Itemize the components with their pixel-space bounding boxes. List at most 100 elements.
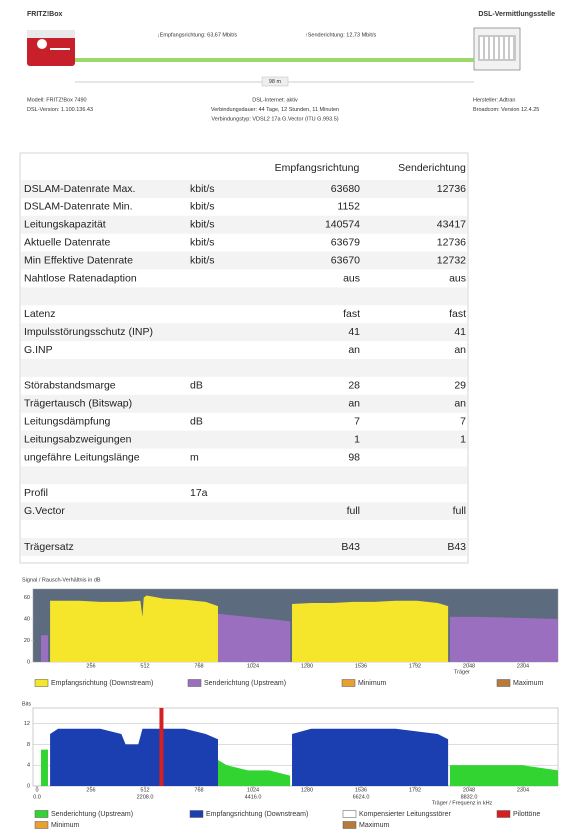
length-label: 98 m [269,79,282,85]
x-tick-label: 0 [35,787,38,793]
x-tick-label: 2048 [463,787,475,793]
legend-swatch [187,679,202,687]
cell-down: an [348,398,360,410]
y-tick-label: 0 [27,659,30,665]
y-tick-label: 0 [27,783,30,789]
row-label: Profil [24,487,48,499]
row-label: Impulsstörungsschutz (INP) [24,326,153,338]
x-axis-label: Träger [454,669,470,675]
info-text: DSL-Version: 1.100.136.43 [27,107,93,113]
info-text: Modell: FRITZ!Box 7490 [27,97,87,103]
cell-up: 29 [454,380,466,392]
dslam-title: DSL-Vermittlungsstelle [478,11,555,18]
legend-label: Pilottöne [513,811,540,818]
legend-label: Empfangsrichtung (Downstream) [206,811,308,818]
cell-up: 7 [460,415,466,427]
spectrum-area [41,749,48,786]
legend-swatch [34,810,49,818]
x-tick-label: 1536 [355,663,367,669]
x-axis-label: Träger / Frequenz in kHz [432,800,493,806]
cell-down: 98 [348,451,360,463]
cell-up: 12736 [437,236,466,248]
row-label: Min Effektive Datenrate [24,254,133,266]
row-band [21,251,467,270]
row-unit: kbit/s [190,219,215,231]
down-rate: ↓Empfangsrichtung: 63,67 Mbit/s [157,32,237,38]
legend-label: Empfangsrichtung (Downstream) [51,680,153,687]
y-tick-label: 20 [24,638,30,644]
x-tick-label: 768 [194,663,203,669]
cell-down: 63670 [331,254,360,266]
cell-down: 140574 [325,219,360,231]
cell-down: B43 [341,541,360,553]
cell-up: B43 [447,541,466,553]
x-tick-label: 1280 [301,663,313,669]
row-label: Latenz [24,308,56,320]
info-text: DSL-Internet: aktiv [252,97,298,103]
row-band [21,430,467,449]
x-tick-label: 256 [86,787,95,793]
row-band [21,502,467,521]
legend-swatch [34,821,49,829]
row-unit: kbit/s [190,254,215,266]
info-text: Broadcom: Version 12.4.25 [473,107,539,113]
y-tick-label: 12 [24,721,30,727]
row-unit: kbit/s [190,236,215,248]
x-tick-label: 1024 [247,787,259,793]
fritzbox-title: FRITZ!Box [27,11,62,18]
column-header: Senderichtung [398,162,466,174]
row-unit: kbit/s [190,201,215,213]
x-tick-label: 1792 [409,787,421,793]
chart-title: Bits [22,701,31,707]
row-label: G.Vector [24,505,65,517]
pilot-tone [159,708,164,786]
spectrum-area [50,728,218,786]
legend-swatch [341,679,356,687]
row-label: Nahtlose Ratenadaption [24,272,137,284]
row-band [21,466,467,485]
row-unit: kbit/s [190,183,215,195]
cell-down: 63679 [331,236,360,248]
legend-swatch [189,810,204,818]
y-tick-label: 8 [27,742,30,748]
x-tick-label: 2048 [463,663,475,669]
x-tick-label: 2304 [517,663,529,669]
spectrum-area [450,616,558,662]
info-text: Verbindungstyp: VDSL2 17a G.Vector (ITU … [211,116,338,122]
cell-up: an [454,398,466,410]
x-tick-label: 512 [140,663,149,669]
x-tick-label: 256 [86,663,95,669]
row-label: Störabstandsmarge [24,380,116,392]
legend-swatch [342,810,357,818]
legend-label: Maximum [513,680,544,687]
row-band [21,287,467,306]
x-tick-label: 1024 [247,663,259,669]
cell-down: 1152 [337,201,360,213]
row-label: DSLAM-Datenrate Max. [24,183,135,195]
row-unit: m [190,451,199,463]
cell-down: 1 [354,433,360,445]
cell-up: 41 [454,326,466,338]
chart-title: Signal / Rausch-Verhältnis in dB [22,577,101,583]
legend-swatch [34,679,49,687]
cell-up: 43417 [437,219,466,231]
y-tick-label: 40 [24,617,30,623]
table-frame [19,152,469,564]
x-tick-label: 2304 [517,787,529,793]
row-unit: dB [190,380,203,392]
legend-label: Senderichtung (Upstream) [204,680,286,687]
row-label: DSLAM-Datenrate Min. [24,201,133,213]
cell-down: an [348,344,360,356]
spectrum-area [41,635,48,662]
x-tick-label: 768 [194,787,203,793]
legend-label: Minimum [51,822,80,829]
legend-swatch [342,821,357,829]
cell-down: aus [343,272,360,284]
row-label: Aktuelle Datenrate [24,236,111,248]
cell-down: 41 [348,326,360,338]
legend-label: Minimum [358,680,387,687]
legend-swatch [496,679,511,687]
cell-up: fast [449,308,466,320]
row-band [21,359,467,377]
row-band [21,215,467,234]
